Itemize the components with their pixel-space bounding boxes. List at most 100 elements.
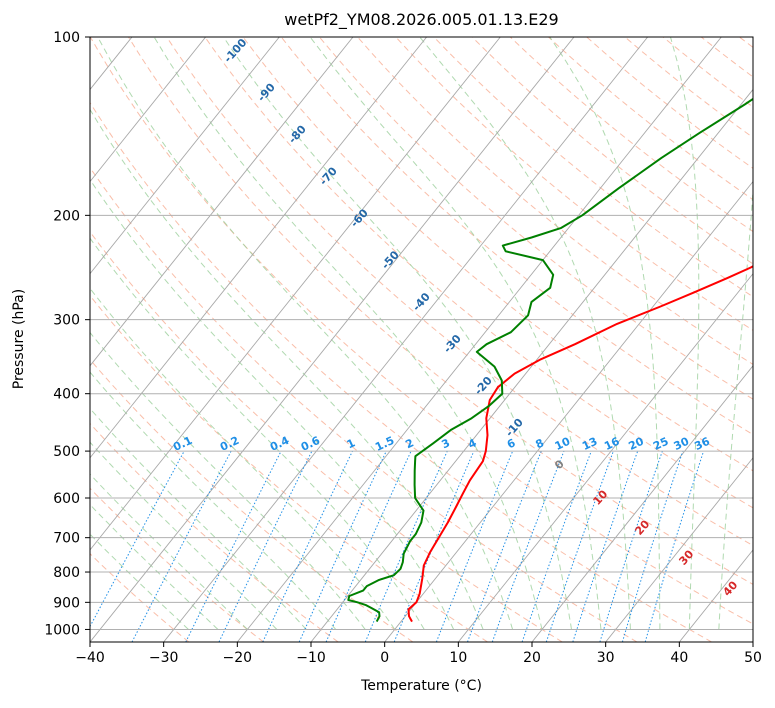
mixing-ratio-line xyxy=(218,450,313,642)
dry-adiabat xyxy=(90,230,563,642)
dewpoint-line xyxy=(347,97,753,623)
mixing-ratio-label: 20 xyxy=(626,435,646,453)
y-tick-label: 1000 xyxy=(44,622,80,638)
moist-adiabat xyxy=(90,237,425,630)
moist-adiabat xyxy=(90,407,307,630)
y-tick-label: 900 xyxy=(53,595,80,611)
mixing-ratio-line xyxy=(298,450,387,642)
mixing-ratio-line xyxy=(131,450,232,642)
dry-adiabat xyxy=(204,37,753,509)
moist-adiabat xyxy=(97,37,514,630)
skewed-isotherm xyxy=(90,37,280,275)
x-tick-label: 40 xyxy=(670,650,688,666)
skewed-isotherm xyxy=(90,37,354,367)
moist-adiabat-label: 10 xyxy=(590,487,610,507)
axes: −40 −30 −20 −10 0 10 20 30 40 5010009008007006005… xyxy=(44,30,762,666)
moist-adiabat xyxy=(90,533,189,630)
y-axis-label: Pressure (hPa) xyxy=(11,288,27,390)
x-tick-label: −30 xyxy=(149,650,179,666)
mixing-ratio-line xyxy=(644,450,705,642)
dry-adiabat xyxy=(433,37,753,298)
dry-adiabat xyxy=(700,37,753,78)
dry-adiabat-label: -30 xyxy=(441,332,464,356)
x-tick-label: −20 xyxy=(223,650,253,666)
dry-adiabat xyxy=(509,37,753,233)
mixing-ratio-line xyxy=(364,450,448,642)
skewed-isotherm xyxy=(678,549,753,642)
dry-adiabat xyxy=(357,37,753,365)
y-tick-label: 700 xyxy=(53,531,80,547)
skewed-isotherm xyxy=(90,37,428,459)
background-lines xyxy=(0,37,753,642)
mixing-ratio-label: 2 xyxy=(403,436,415,451)
skewed-isotherm xyxy=(236,37,722,642)
dry-adiabat xyxy=(739,37,753,49)
moist-adiabat xyxy=(90,503,219,630)
dry-adiabat-label: -90 xyxy=(255,81,278,105)
y-tick-label: 300 xyxy=(53,313,80,329)
mixing-ratio-label: 36 xyxy=(692,435,712,453)
mixing-ratio-line xyxy=(599,450,663,642)
skewed-isotherm xyxy=(384,180,753,642)
mixing-ratio-line xyxy=(262,450,353,642)
plot-frame xyxy=(89,36,754,643)
moist-adiabat xyxy=(90,287,396,630)
x-axis-label: Temperature (°C) xyxy=(361,678,482,694)
moist-adiabat xyxy=(718,183,753,630)
mixing-ratio-line xyxy=(491,450,565,642)
skewed-isotherm xyxy=(457,272,753,642)
moist-adiabat xyxy=(153,37,543,630)
moist-adiabat xyxy=(90,371,337,630)
mixing-ratio-label: 30 xyxy=(672,435,692,453)
moist-adiabat-label: 0 xyxy=(552,457,567,472)
dry-adiabat xyxy=(280,37,753,436)
skewed-isotherm xyxy=(0,37,58,642)
moist-adiabat xyxy=(90,441,278,630)
mixing-ratio-label: 6 xyxy=(505,436,518,451)
dry-adiabat xyxy=(395,37,753,331)
dry-adiabat xyxy=(662,37,753,108)
skewed-isotherm xyxy=(752,641,753,642)
dry-adiabat xyxy=(242,37,753,472)
dry-adiabat xyxy=(90,166,638,642)
dry-adiabat-label: -80 xyxy=(286,122,309,146)
dry-adiabat xyxy=(90,37,753,625)
mixing-ratio-label: 3 xyxy=(440,436,452,451)
x-tick-label: 10 xyxy=(449,650,467,666)
mixing-ratio-label: 13 xyxy=(580,435,599,453)
dry-adiabat xyxy=(319,37,753,400)
dry-adiabat xyxy=(90,101,712,642)
mixing-ratio-line xyxy=(572,450,639,642)
moist-adiabat-label: 20 xyxy=(632,517,652,537)
skewed-isotherm xyxy=(90,37,575,642)
moist-adiabat xyxy=(309,37,602,630)
y-tick-label: 800 xyxy=(53,565,80,581)
moist-adiabat xyxy=(90,473,248,630)
mixing-ratio-label: 8 xyxy=(534,436,546,451)
mixing-ratio-label: 25 xyxy=(651,435,670,453)
skewed-isotherm xyxy=(531,365,753,642)
dry-adiabat-label: -70 xyxy=(317,164,340,188)
skewed-isotherm xyxy=(90,37,207,183)
dry-adiabat xyxy=(90,294,488,642)
x-tick-label: 20 xyxy=(523,650,541,666)
mixing-ratio-line xyxy=(185,450,282,642)
data-series xyxy=(347,97,753,623)
mixing-ratio-line xyxy=(621,450,684,642)
skewed-isotherm xyxy=(605,457,753,642)
moist-adiabat xyxy=(90,178,455,630)
mixing-ratio-line xyxy=(467,450,542,642)
dry-adiabat xyxy=(90,422,339,642)
y-tick-label: 400 xyxy=(53,387,80,403)
mixing-ratio-label: 10 xyxy=(553,435,573,453)
mixing-ratio-label: 16 xyxy=(602,435,622,453)
x-tick-label: −40 xyxy=(75,650,105,666)
moist-adiabat xyxy=(419,37,631,630)
moist-adiabat xyxy=(90,108,484,630)
dry-adiabat xyxy=(90,553,190,642)
mixing-ratio-line xyxy=(521,450,592,642)
dry-adiabat xyxy=(166,37,753,547)
dry-adiabat xyxy=(471,37,753,265)
